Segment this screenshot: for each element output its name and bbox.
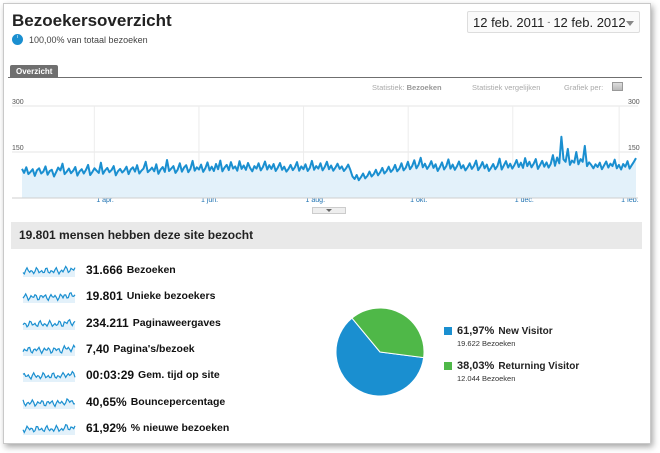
page-title: Bezoekersoverzicht <box>12 11 172 30</box>
metric-label: Bouncepercentage <box>130 395 226 408</box>
metric-label: Paginaweergaves <box>132 316 221 329</box>
metric-row[interactable]: 40,65% Bouncepercentage <box>22 394 225 410</box>
legend-count-new: 19.622 Bezoeken <box>457 339 516 348</box>
legend-swatch-new <box>444 327 452 335</box>
metric-value: 61,92% <box>86 420 127 435</box>
segment-pie-icon <box>12 34 23 45</box>
metric-row[interactable]: 234.211 Paginaweergaves <box>22 315 221 331</box>
metric-sparkline <box>22 370 76 383</box>
metric-sparkline <box>22 343 76 356</box>
y-tick-label-left: 300 <box>12 99 24 106</box>
date-range-start: 12 feb. 2011 <box>473 14 545 30</box>
legend-swatch-returning <box>444 362 452 370</box>
legend-new-visitor[interactable]: 61,97% New Visitor 19.622 Bezoeken <box>444 325 553 348</box>
metric-row[interactable]: 00:03:29 Gem. tijd op site <box>22 367 220 383</box>
date-range-separator: - <box>547 17 551 27</box>
tab-divider <box>8 77 642 78</box>
chart-collapse-handle[interactable] <box>312 207 346 214</box>
graph-type-icon[interactable] <box>612 82 623 91</box>
metric-sparkline <box>22 265 76 277</box>
metric-row[interactable]: 19.801 Unieke bezoekers <box>22 288 215 304</box>
pie-slice-new-visitor[interactable] <box>335 317 425 397</box>
visits-area-chart: 300 300 150 150 1 apr. 1 jun. 1 aug. 1 okt. 1 de… <box>12 99 640 204</box>
metric-label: Bezoeken <box>126 264 176 276</box>
metric-row[interactable]: 61,92%% nieuwe bezoeken <box>22 420 229 436</box>
metric-value: 40,65% <box>86 394 127 409</box>
visits-series-line <box>21 135 637 182</box>
y-tick-label-right: 150 <box>628 145 640 152</box>
graph-by-label: Grafiek per: <box>564 83 604 92</box>
metric-value: 234.211 <box>86 315 129 330</box>
date-range-picker[interactable]: 12 feb. 2011 - 12 feb. 2012 <box>467 11 640 33</box>
segment-summary: 100,00% van totaal bezoeken <box>12 34 148 45</box>
x-tick-label: 1 dec. <box>515 197 534 204</box>
metric-row[interactable]: 7,40 Pagina's/bezoek <box>22 341 195 357</box>
legend-pct-new: 61,97% <box>457 325 495 337</box>
statistic-label: Statistiek: <box>372 83 405 92</box>
metric-sparkline <box>22 423 76 435</box>
statistic-selector[interactable]: Statistiek: Bezoeken <box>372 83 442 92</box>
metric-row[interactable]: 31.666 Bezoeken <box>22 262 176 278</box>
x-tick-label: 1 okt. <box>410 197 427 204</box>
compare-statistic-link[interactable]: Statistiek vergelijken <box>472 83 541 92</box>
visitor-type-pie-chart <box>334 306 426 403</box>
date-range-end: 12 feb. 2012 <box>553 14 626 30</box>
x-tick-label: 1 jun. <box>201 197 218 204</box>
summary-headline: 19.801 mensen hebben deze site bezocht <box>11 222 642 249</box>
tab-overview[interactable]: Overzicht <box>10 65 59 78</box>
metric-value: 19.801 <box>86 289 123 304</box>
legend-count-returning: 12.044 Bezoeken <box>457 374 516 383</box>
metric-sparkline <box>22 397 76 409</box>
metric-label: Pagina's/bezoek <box>113 342 195 355</box>
legend-pct-returning: 38,03% <box>457 360 495 372</box>
legend-name-new: New Visitor <box>498 325 553 337</box>
statistic-value: Bezoeken <box>406 83 442 92</box>
legend-returning-visitor[interactable]: 38,03% Returning Visitor 12.044 Bezoeken <box>444 360 579 383</box>
segment-summary-text: 100,00% van totaal bezoeken <box>29 34 148 45</box>
y-tick-label-right: 300 <box>628 99 640 106</box>
x-tick-label: 1 aug. <box>306 197 326 204</box>
metric-sparkline <box>22 292 76 304</box>
metric-label: Gem. tijd op site <box>138 369 220 382</box>
pie-slice-returning-visitor[interactable] <box>351 307 425 359</box>
y-tick-label-left: 150 <box>12 145 24 152</box>
visits-area-fill <box>22 136 636 198</box>
metric-value: 7,40 <box>86 341 110 356</box>
metric-label: % nieuwe bezoeken <box>130 421 230 434</box>
chevron-down-icon[interactable] <box>626 21 634 26</box>
metric-value: 31.666 <box>86 263 123 277</box>
x-tick-label: 1 apr. <box>96 197 114 204</box>
legend-name-returning: Returning Visitor <box>498 360 580 372</box>
x-tick-label: 1 feb. <box>621 197 639 204</box>
metric-value: 00:03:29 <box>86 368 135 383</box>
metric-label: Unieke bezoekers <box>126 290 216 303</box>
metric-sparkline <box>22 318 76 330</box>
